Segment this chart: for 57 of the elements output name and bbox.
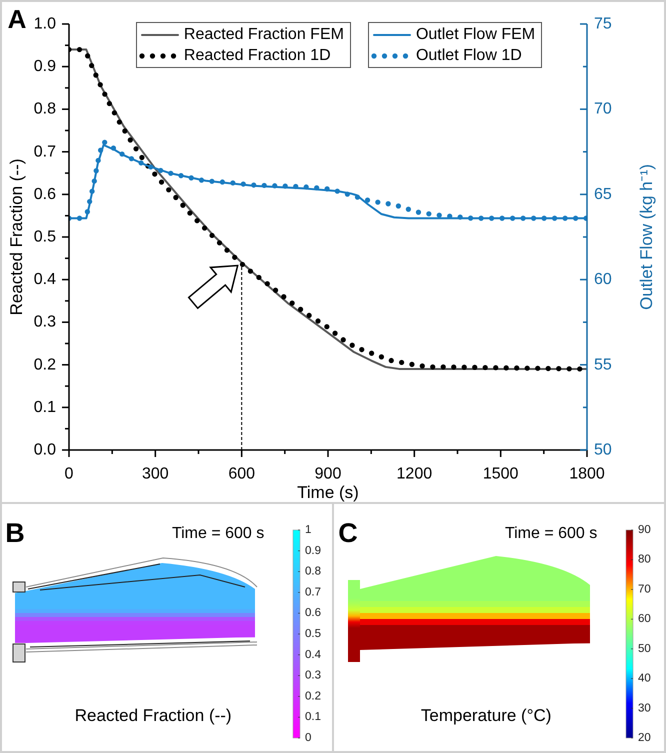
y-tick-label: 0.1 <box>34 398 56 416</box>
color-bar-label: 1 <box>305 524 312 536</box>
y-tick-label: 1.0 <box>34 16 56 32</box>
y-tick-label: 0.0 <box>34 442 56 458</box>
y-tick-label: 0.9 <box>34 58 56 76</box>
y-axis-title: Reacted Fraction (--) <box>6 158 26 316</box>
y2-tick-label: 75 <box>594 16 612 32</box>
y-tick-label: 0.6 <box>34 186 56 203</box>
color-bar-label: 0.9 <box>305 544 321 557</box>
chart-title: Time = 600 s <box>172 524 264 542</box>
x-tick-label: 0 <box>64 466 74 482</box>
color-bar-label: 20 <box>638 732 651 744</box>
x-tick-label: 900 <box>314 466 342 482</box>
y2-tick-label: 70 <box>594 100 612 118</box>
color-bar-label: 70 <box>638 583 651 596</box>
color-bar-label: 0.7 <box>305 586 321 598</box>
y-tick-label: 0.4 <box>34 271 56 288</box>
color-bar-label: 0.3 <box>305 670 321 682</box>
color-bar-label: 50 <box>638 642 651 655</box>
color-bar-label: 60 <box>638 613 651 626</box>
color-bar-label: 0.8 <box>305 566 321 578</box>
legend-label: Reacted Fraction FEM <box>184 25 344 45</box>
x-tick-label: 300 <box>142 466 169 482</box>
text: A <box>8 4 27 34</box>
y2-tick-label: 65 <box>594 186 612 203</box>
y2-tick-label: 60 <box>594 271 612 288</box>
x-tick-label: 600 <box>228 466 256 482</box>
color-bar-title: Reacted Fraction (--) <box>74 706 232 724</box>
y-tick-label: 0.7 <box>34 143 56 160</box>
legend-label: Outlet Flow FEM <box>416 25 536 45</box>
x-tick-label: 1800 <box>569 466 605 482</box>
legend-label: Reacted Fraction 1D <box>184 46 331 66</box>
y2-tick-label: 50 <box>594 442 612 458</box>
color-bar-label: 0.6 <box>305 607 321 620</box>
x-tick-label: 1500 <box>482 466 519 482</box>
y-tick-label: 0.5 <box>34 228 56 246</box>
color-bar-label: 30 <box>638 702 651 714</box>
legend-label: Outlet Flow 1D <box>416 46 522 66</box>
color-bar-title: Temperature (°C) <box>420 706 552 724</box>
y-tick-label: 0.8 <box>34 100 56 118</box>
y-tick-label: 0.3 <box>34 314 56 331</box>
x-axis-title: Time (s) <box>297 482 359 502</box>
color-bar-label: 0.4 <box>305 648 322 661</box>
color-bar-label: 40 <box>638 672 651 685</box>
y-tick-label: 0.2 <box>34 356 56 374</box>
color-bar-label: 0.5 <box>305 628 321 640</box>
text: C <box>338 518 358 548</box>
color-bar-label: 0.1 <box>305 711 321 724</box>
x-tick-label: 1200 <box>396 466 432 482</box>
y2-tick-label: 55 <box>594 356 612 374</box>
chart-title: Time = 600 s <box>504 524 598 542</box>
color-bar-label: 0.2 <box>305 690 321 702</box>
y2-axis-title: Outlet Flow (kg h⁻¹) <box>636 164 656 310</box>
color-bar-label: 90 <box>638 524 651 536</box>
text: B <box>5 518 25 548</box>
color-bar-label: 80 <box>638 554 651 566</box>
color-bar-label: 0 <box>305 732 312 744</box>
